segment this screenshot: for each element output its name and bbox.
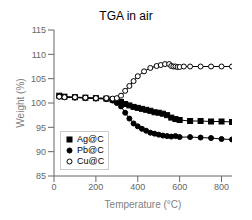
svg-text:110: 110 [32, 50, 46, 60]
html-text:Cu@C: Cu@C [77, 156, 105, 166]
svg-text:100: 100 [31, 98, 46, 108]
svg-text:95: 95 [36, 123, 46, 133]
svg-text:600: 600 [172, 182, 187, 192]
html-text:Pb@C: Pb@C [77, 145, 104, 155]
svg-text:105: 105 [31, 74, 46, 84]
svg-text:0: 0 [51, 182, 56, 192]
svg-text:Temperature (°C): Temperature (°C) [105, 199, 182, 210]
svg-text:400: 400 [130, 182, 145, 192]
svg-text:800: 800 [214, 182, 229, 192]
html-text:TGA in air: TGA in air [99, 9, 153, 23]
svg-text:85: 85 [36, 171, 46, 181]
svg-text:200: 200 [88, 182, 103, 192]
svg-text:90: 90 [36, 147, 46, 157]
svg-text:115: 115 [32, 25, 46, 35]
html-text:Ag@C: Ag@C [77, 134, 104, 144]
svg-text:Weight (%): Weight (%) [15, 78, 26, 127]
